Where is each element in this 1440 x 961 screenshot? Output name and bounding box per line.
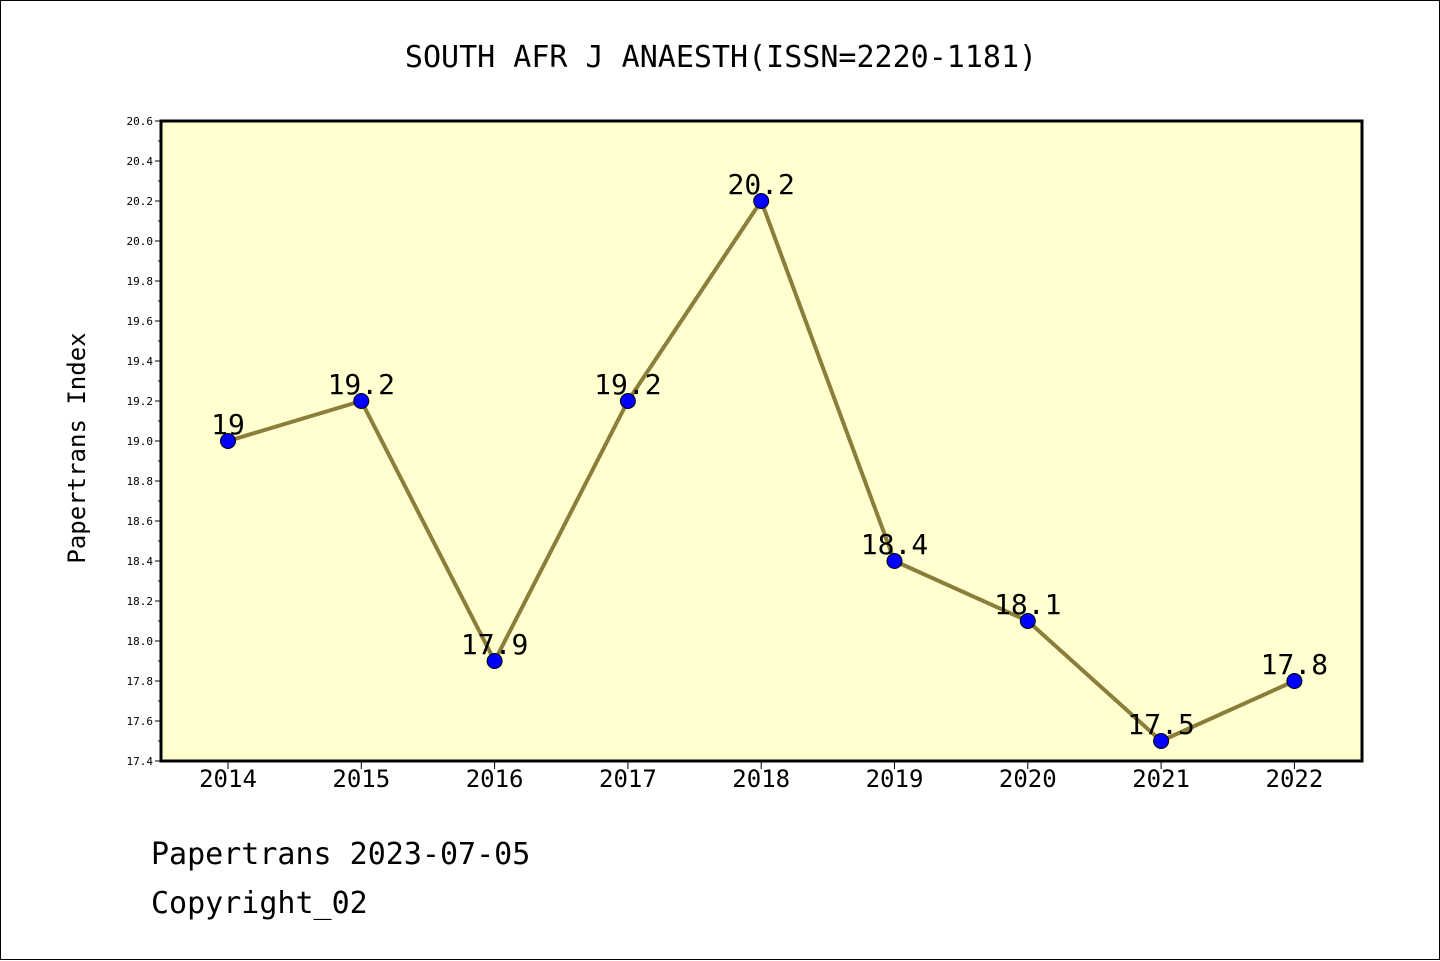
chart-title: SOUTH AFR J ANAESTH(ISSN=2220-1181) — [405, 40, 1037, 75]
data-point — [1286, 673, 1303, 689]
y-tick-label: 20.6 — [127, 115, 154, 128]
y-tick-label: 18.4 — [127, 555, 154, 568]
data-label: 19 — [211, 408, 245, 441]
x-tick-label: 2022 — [1266, 765, 1324, 793]
footer-copyright: Copyright_02 — [151, 886, 368, 921]
data-label: 19.2 — [328, 368, 395, 401]
footer-date: Papertrans 2023-07-05 — [151, 837, 531, 872]
data-label: 18.1 — [994, 588, 1061, 621]
data-point — [353, 393, 370, 409]
y-tick-label: 18.0 — [127, 635, 154, 648]
x-tick-label: 2015 — [332, 765, 390, 793]
x-tick-label: 2017 — [599, 765, 657, 793]
y-tick-label: 18.2 — [127, 595, 154, 608]
x-tick-label: 2018 — [732, 765, 790, 793]
series-line-group: 19 19.2 17.9 19.2 20.2 18.4 18.1 17.5 17.8 — [211, 168, 1328, 749]
y-tick-label: 20.2 — [127, 195, 154, 208]
x-tick-label: 2021 — [1132, 765, 1190, 793]
y-axis: 17.4 17.6 17.8 18.0 18.2 18.4 18.6 18.8 19.0 19.2… — [127, 115, 161, 768]
y-tick-label: 17.4 — [127, 755, 154, 768]
data-label: 20.2 — [727, 168, 794, 201]
y-tick-label: 18.6 — [127, 515, 154, 528]
x-tick-label: 2019 — [866, 765, 924, 793]
data-point — [220, 433, 236, 449]
data-label: 17.9 — [461, 628, 528, 661]
y-axis-label: Papertrans Index — [63, 332, 91, 563]
data-label: 19.2 — [594, 368, 661, 401]
y-tick-label: 20.4 — [127, 155, 154, 168]
data-point — [486, 653, 503, 669]
data-label: 17.5 — [1127, 708, 1194, 741]
x-tick-label: 2016 — [466, 765, 524, 793]
y-tick-label: 19.0 — [127, 435, 154, 448]
y-tick-label: 19.8 — [127, 275, 154, 288]
data-point — [1153, 733, 1170, 749]
y-tick-label: 17.6 — [127, 715, 154, 728]
y-tick-label: 19.6 — [127, 315, 154, 328]
data-point — [1019, 613, 1036, 629]
x-tick-label: 2020 — [999, 765, 1057, 793]
y-tick-label: 18.8 — [127, 475, 154, 488]
plot-area — [159, 119, 1364, 763]
data-label: 18.4 — [861, 528, 928, 561]
y-tick-label: 20.0 — [127, 235, 154, 248]
y-tick-label: 17.8 — [127, 675, 154, 688]
data-point — [753, 193, 770, 209]
y-tick-label: 19.2 — [127, 395, 154, 408]
x-axis: 2014 2015 2016 2017 2018 2019 2020 2021 2022 — [199, 761, 1323, 793]
data-point — [619, 393, 636, 409]
x-tick-label: 2014 — [199, 765, 257, 793]
data-label: 17.8 — [1261, 648, 1328, 681]
data-point — [886, 553, 903, 569]
y-tick-label: 19.4 — [127, 355, 154, 368]
